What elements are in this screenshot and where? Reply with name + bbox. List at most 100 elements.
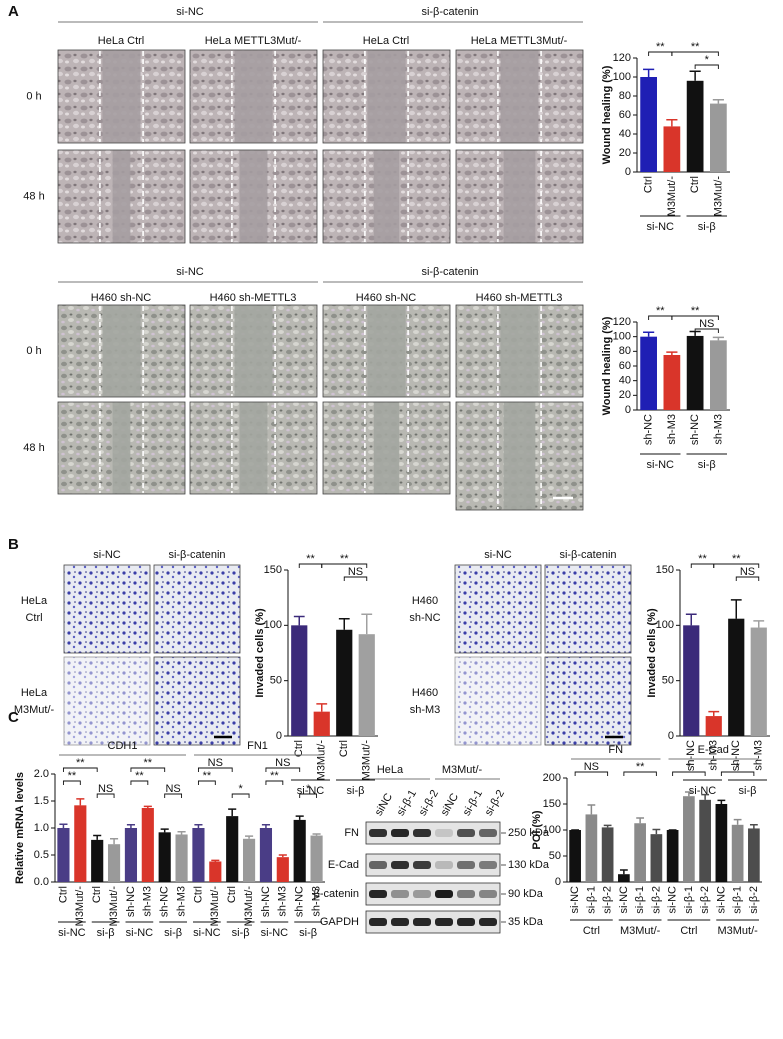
wound-gap [500,50,539,143]
y-tick-label: 40 [619,375,631,387]
x-tick-label: M3Mut/- [74,886,86,927]
x-tick-label: sh-M3 [666,414,678,445]
group-label: si-β [739,785,757,797]
row-label: HeLa [21,687,48,699]
error-bar [689,70,701,81]
error-bar [293,615,305,626]
bar [192,828,205,882]
blot-frame [365,853,501,877]
wound-gap [367,50,406,143]
bar [710,103,727,172]
bar [748,828,760,882]
x-tick-label: M3Mut/- [712,176,724,217]
y-axis-label: POI (%) [531,810,543,849]
x-tick-label: si-β-2 [650,886,662,914]
error-bar [93,834,102,840]
significance-bracket [343,576,368,581]
y-tick-label: 0 [555,876,561,888]
bar [291,625,308,736]
blot-band [391,890,409,898]
micrograph [454,564,542,654]
wound-gap [234,305,273,397]
significance-label: NS [699,318,714,330]
blot-band [413,918,431,926]
x-tick-label: M3Mut/- [209,886,221,927]
blot-band [391,861,409,869]
size-label: 35 kDa [508,916,544,928]
blot-band [457,861,475,869]
bar [141,808,154,882]
significance-bracket [197,767,233,772]
x-tick-label: Ctrl [192,886,204,903]
x-tick-label: Ctrl [643,176,655,193]
x-tick-label: sh-NC [294,886,306,917]
size-label: 130 kDa [508,859,550,871]
error-bar [652,828,661,835]
blot-band [391,829,409,837]
significance-label: ** [340,553,349,565]
y-tick-label: 1.0 [34,822,49,834]
panel-label: C [8,709,19,726]
group-label: si-NC [647,221,675,233]
x-tick-label: sh-NC [685,740,697,771]
bar [618,874,630,882]
protein-label: FN [344,827,359,839]
blot-band [369,861,387,869]
error-bar [685,613,697,626]
error-bar [59,823,68,828]
wound-gap [503,402,536,510]
y-tick-label: 40 [619,128,631,140]
blot-band [457,890,475,898]
significance-label: NS [584,761,599,773]
x-tick-label: sh-NC [689,414,701,445]
x-tick-label: sh-NC [643,414,655,445]
significance-label: NS [275,757,290,769]
x-tick-label: sh-NC [125,886,137,917]
bar [731,824,744,882]
x-tick-label: sh-M3 [708,740,720,771]
y-tick-label: 0.5 [34,849,49,861]
significance-bracket [574,771,609,776]
x-tick-label: si-β-2 [748,886,760,914]
bar [715,804,728,882]
significance-bracket [623,771,657,776]
size-label: 90 kDa [508,888,544,900]
cell-line-label: HeLa [377,764,404,776]
group-label: si-β [299,927,317,939]
protein-label: β-catenin [314,888,359,900]
error-bar [587,804,596,815]
bar [209,861,222,882]
group-label: si-NC [193,927,221,939]
y-tick-label: 20 [619,147,631,159]
group-label: si-β [698,221,716,233]
bar [336,629,353,736]
x-tick-label: sh-M3 [175,886,187,917]
y-tick-label: 100 [656,619,674,631]
bar [226,816,239,882]
micrograph [63,656,151,746]
bar [293,819,306,882]
significance-bracket [671,315,719,320]
x-tick-label: Ctrl [57,886,69,903]
error-bar [701,793,710,800]
wound-gap [503,150,536,243]
x-tick-label: sh-NC [159,886,171,917]
condition-label: si-β-catenin [421,266,478,278]
wound-gap [367,305,406,397]
cell-line-label: M3Mut/- [442,764,483,776]
blot-band [369,829,387,837]
y-tick-label: 150 [656,564,674,576]
error-bar [619,869,628,875]
wound-gap [112,402,131,494]
error-bar [316,703,328,712]
bar [358,634,375,736]
group-label: si-β [698,459,716,471]
x-tick-label: si-NC [715,886,727,914]
blot-band [457,829,475,837]
significance-label: NS [165,783,180,795]
significance-bracket [720,771,755,776]
significance-label: NS [208,757,223,769]
wound-gap [112,150,131,243]
x-tick-label: sh-M3 [142,886,154,917]
